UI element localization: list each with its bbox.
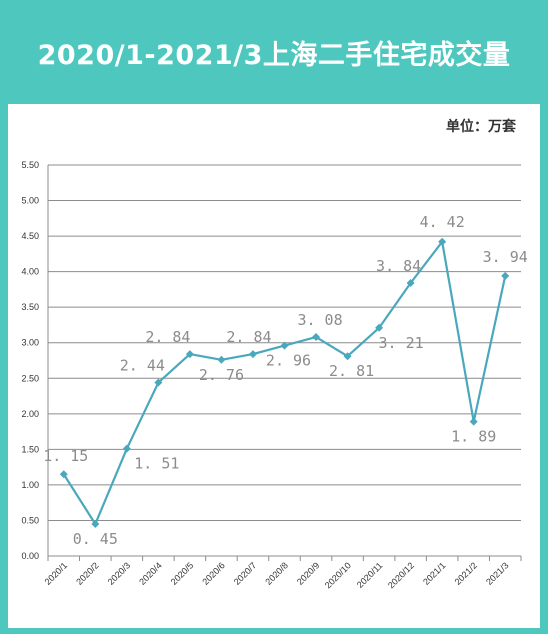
data-label: 4. 42 [420,213,465,231]
x-tick-label: 2020/5 [169,560,196,587]
chart-panel: 单位：万套 [8,104,540,628]
x-tick-label: 2020/8 [263,560,290,587]
data-label: 3. 21 [379,334,424,352]
data-point [406,279,415,288]
x-tick-label: 2020/11 [355,560,385,590]
x-tick-label: 2021/1 [421,560,448,587]
x-tick-label: 2020/2 [74,560,101,587]
data-label: 1. 89 [451,428,496,446]
y-tick-label: 3.00 [21,338,39,348]
unit-label: 单位：万套 [446,119,516,135]
data-point [438,237,447,246]
series-line [62,240,507,526]
x-tick-label: 2020/4 [137,560,164,587]
data-point [91,520,100,529]
data-label: 2. 81 [329,362,374,380]
y-tick-label: 0.50 [21,515,39,525]
x-tick-label: 2021/2 [453,560,480,587]
x-tick-label: 2021/3 [484,560,511,587]
data-point [217,355,226,364]
data-label: 1. 51 [134,455,179,473]
x-tick-label: 2020/12 [386,560,416,590]
data-label: 2. 84 [145,328,190,346]
y-tick-label: 1.00 [21,480,39,490]
y-tick-label: 4.50 [21,231,39,241]
data-label: 2. 96 [266,352,311,370]
data-point [501,271,510,280]
y-tick-label: 3.50 [21,302,39,312]
data-point [312,333,321,342]
data-label: 3. 94 [483,248,528,266]
data-label: 0. 45 [73,530,118,548]
data-point [154,378,163,387]
x-tick-label: 2020/7 [232,560,259,587]
y-tick-label: 5.50 [21,160,39,170]
data-point [122,444,131,453]
data-point [185,350,194,359]
y-tick-label: 0.00 [21,551,39,561]
x-tick-label: 2020/3 [106,560,133,587]
data-label: 3. 08 [297,311,342,329]
data-label: 2. 44 [120,357,165,375]
y-tick-label: 2.00 [21,409,39,419]
y-tick-label: 1.50 [21,444,39,454]
data-label: 3. 84 [376,257,421,275]
data-label: 1. 15 [43,447,88,465]
x-tick-label: 2020/1 [43,560,70,587]
data-point [469,417,478,426]
y-tick-label: 4.00 [21,267,39,277]
data-point [375,323,384,332]
x-tick-label: 2020/9 [295,560,322,587]
data-point [248,350,257,359]
data-label: 2. 76 [199,366,244,384]
x-tick-label: 2020/10 [323,560,353,590]
x-tick-label: 2020/6 [200,560,227,587]
y-tick-label: 2.50 [21,373,39,383]
data-label: 2. 84 [226,328,271,346]
y-tick-label: 5.00 [21,196,39,206]
data-point [59,470,68,479]
chart-title: 2020/1-2021/3上海二手住宅成交量 [37,39,511,71]
data-point [343,352,352,361]
data-point [280,341,289,350]
